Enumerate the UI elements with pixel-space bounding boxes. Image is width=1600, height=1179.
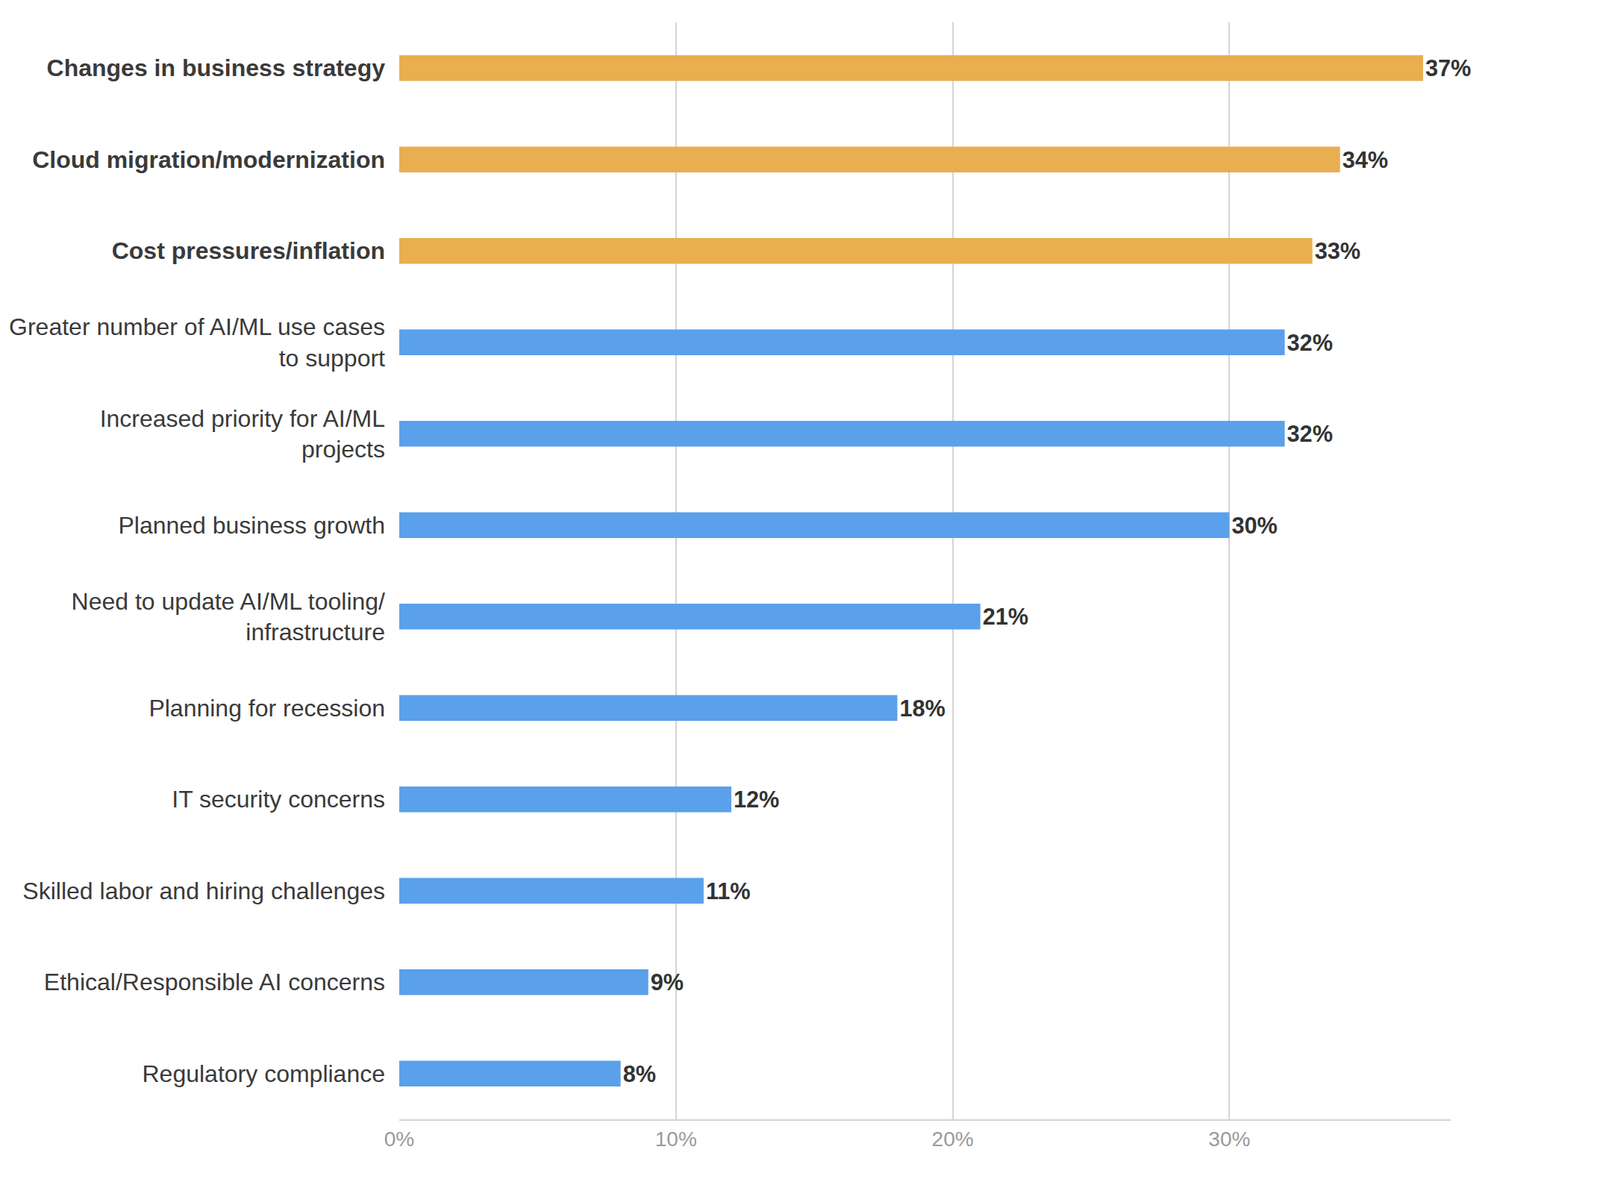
svg-text:32%: 32% bbox=[1287, 329, 1333, 356]
svg-text:Skilled labor and hiring chall: Skilled labor and hiring challenges bbox=[22, 877, 386, 905]
svg-text:12%: 12% bbox=[733, 786, 780, 813]
svg-text:30%: 30% bbox=[1208, 1127, 1250, 1151]
svg-text:Cloud migration/modernization: Cloud migration/modernization bbox=[32, 146, 386, 174]
svg-text:Ethical/Responsible AI concern: Ethical/Responsible AI concerns bbox=[44, 968, 386, 996]
svg-text:0%: 0% bbox=[384, 1127, 415, 1151]
svg-text:Planned business growth: Planned business growth bbox=[117, 511, 386, 539]
svg-text:Changes in business strategy: Changes in business strategy bbox=[47, 54, 386, 82]
svg-text:20%: 20% bbox=[932, 1127, 974, 1151]
svg-text:Increased priority for AI/MLpr: Increased priority for AI/MLprojects bbox=[100, 405, 386, 464]
svg-text:Regulatory compliance: Regulatory compliance bbox=[142, 1060, 386, 1088]
svg-text:Planning for recession: Planning for recession bbox=[148, 694, 386, 722]
svg-text:11%: 11% bbox=[705, 878, 751, 905]
svg-text:18%: 18% bbox=[899, 695, 945, 722]
svg-text:Need to update AI/ML tooling/i: Need to update AI/ML tooling/infrastruct… bbox=[71, 588, 386, 647]
svg-text:33%: 33% bbox=[1314, 238, 1361, 265]
svg-text:37%: 37% bbox=[1425, 55, 1471, 82]
svg-text:IT security concerns: IT security concerns bbox=[171, 785, 386, 813]
svg-text:34%: 34% bbox=[1342, 147, 1389, 174]
svg-text:Greater number of AI/ML use ca: Greater number of AI/ML use casesto supp… bbox=[8, 313, 386, 372]
svg-text:21%: 21% bbox=[982, 603, 1029, 630]
svg-text:30%: 30% bbox=[1231, 512, 1277, 539]
svg-text:10%: 10% bbox=[655, 1127, 698, 1151]
svg-text:8%: 8% bbox=[623, 1061, 656, 1088]
svg-text:9%: 9% bbox=[650, 969, 684, 996]
svg-text:Cost pressures/inflation: Cost pressures/inflation bbox=[111, 237, 386, 265]
svg-text:32%: 32% bbox=[1287, 420, 1333, 448]
